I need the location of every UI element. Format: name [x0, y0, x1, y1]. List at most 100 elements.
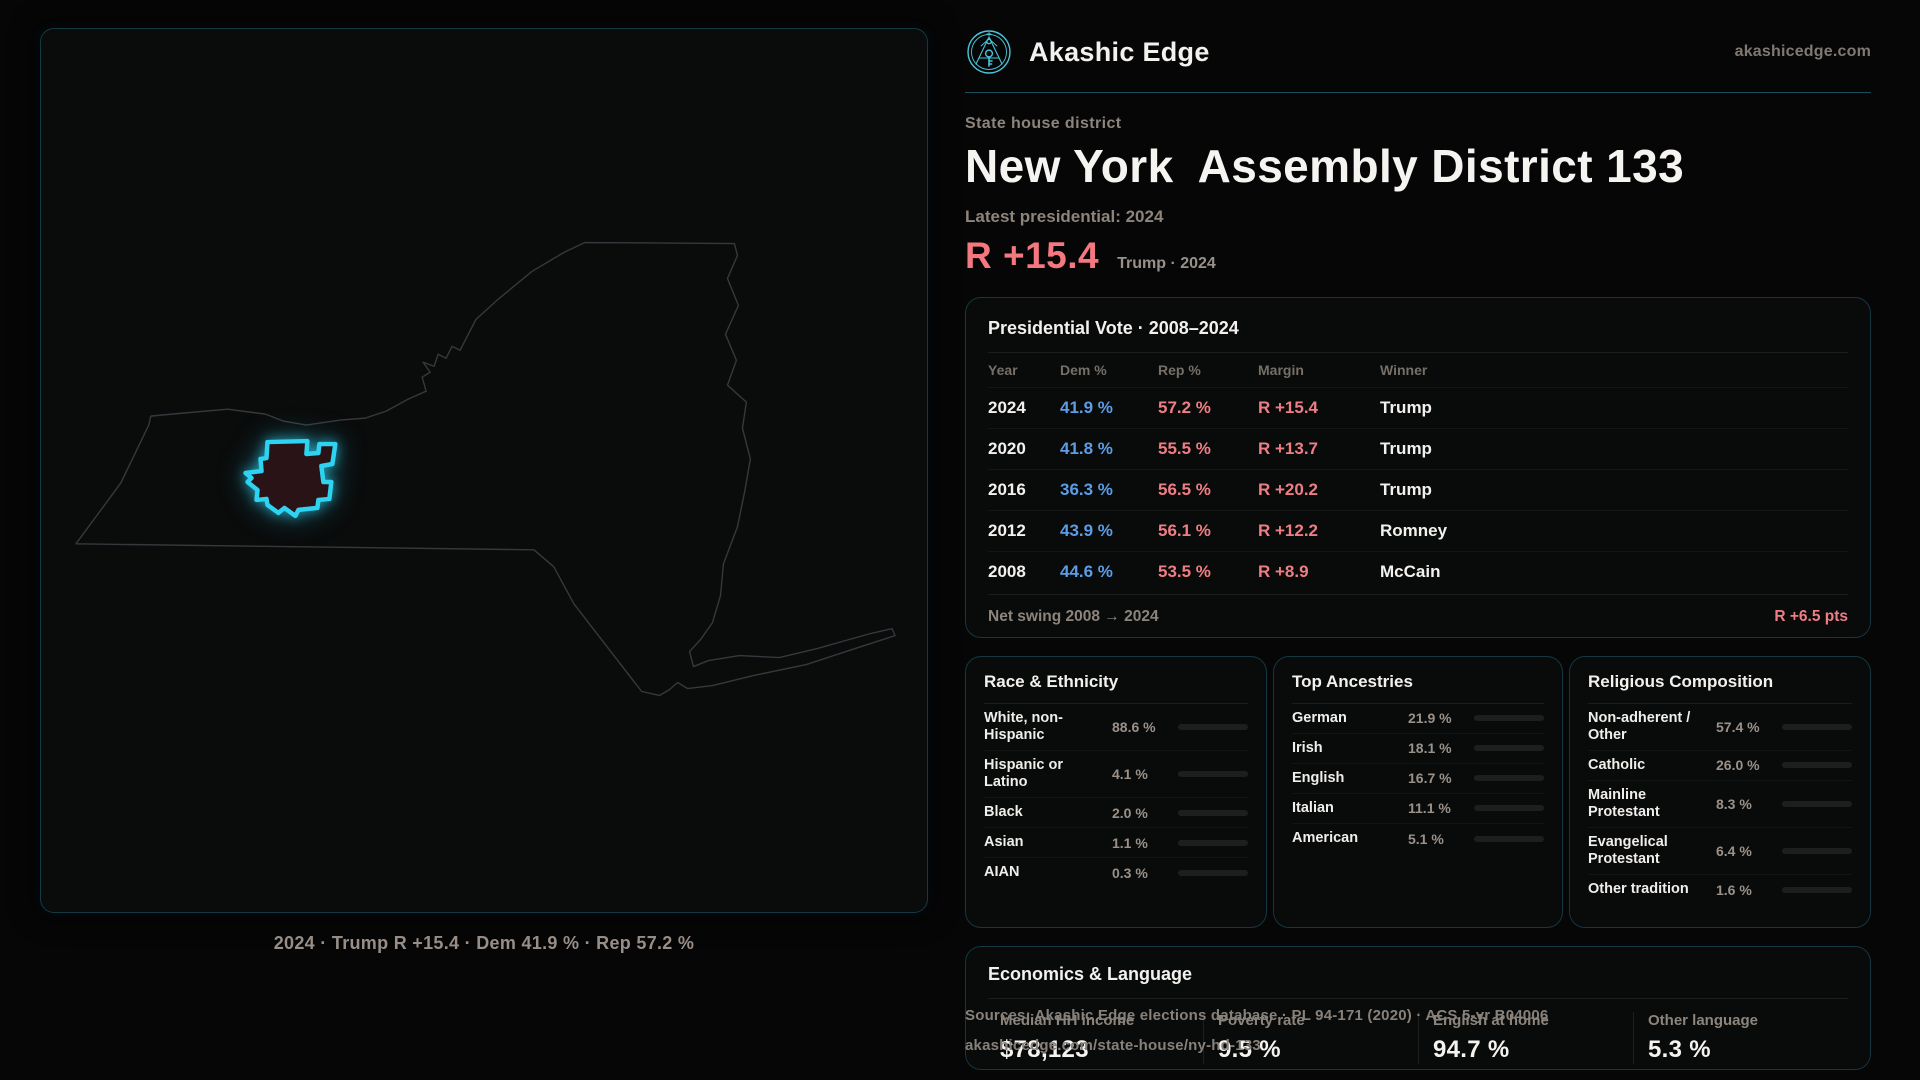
- item-bar: [1178, 869, 1248, 876]
- cell-year: 2012: [988, 520, 1026, 540]
- ny-state-outline: [75, 241, 896, 697]
- item-label: Mainline Protestant: [1588, 786, 1660, 820]
- economics-stats: Median HH income $78,123 Poverty rate 9.…: [988, 1011, 1848, 1064]
- item-value: 0.3 %: [1112, 864, 1148, 881]
- religion-title: Religious Composition: [1588, 672, 1852, 704]
- table-row: 2020 41.8 % 55.5 % R +13.7 Trump: [988, 427, 1848, 469]
- col-rep: Rep %: [1158, 361, 1201, 378]
- map-caption: 2024 · Trump R +15.4 · Dem 41.9 % · Rep …: [273, 933, 695, 953]
- item-label: Asian: [984, 834, 1024, 851]
- cell-margin: R +20.2: [1258, 479, 1319, 499]
- headline-margin-line: R +15.4 Trump · 2024: [965, 235, 1871, 277]
- race-ethnicity-card: Race & Ethnicity White, non-Hispanic 88.…: [965, 655, 1267, 928]
- cell-margin: R +12.2: [1258, 520, 1319, 540]
- cell-winner: Trump: [1380, 479, 1432, 499]
- col-year: Year: [988, 361, 1018, 378]
- cell-dem: 43.9 %: [1060, 520, 1113, 540]
- item-bar: [1178, 809, 1248, 816]
- table-row: 2024 41.9 % 57.2 % R +15.4 Trump: [988, 386, 1848, 428]
- presidential-vote-card: Presidential Vote · 2008–2024 Year Dem %…: [965, 296, 1871, 638]
- religion-card: Religious Composition Non-adherent / Oth…: [1569, 655, 1871, 928]
- net-swing-value: R +6.5 pts: [1774, 607, 1848, 625]
- item-bar: [1474, 715, 1544, 722]
- headline-margin-value: R +15.4: [965, 234, 1100, 276]
- brand-name: Akashic Edge: [1029, 36, 1210, 67]
- item-label: Italian: [1292, 799, 1334, 816]
- list-item: AIAN 0.3 %: [984, 858, 1248, 887]
- economics-title: Economics & Language: [988, 964, 1848, 999]
- headline-margin-context: Trump · 2024: [1117, 254, 1216, 272]
- cell-dem: 41.9 %: [1060, 397, 1113, 417]
- website-link[interactable]: akashicedge.com: [1734, 43, 1871, 60]
- list-item: Other tradition 1.6 %: [1588, 875, 1852, 904]
- list-item: Italian 11.1 %: [1292, 794, 1544, 824]
- cell-rep: 56.1 %: [1158, 520, 1211, 540]
- cell-dem: 36.3 %: [1060, 479, 1113, 499]
- item-bar: [1178, 770, 1248, 777]
- stat-median-income: Median HH income $78,123: [988, 1012, 1203, 1064]
- cell-margin: R +13.7: [1258, 438, 1319, 458]
- item-value: 4.1 %: [1112, 765, 1148, 782]
- item-label: English: [1292, 769, 1345, 786]
- item-label: German: [1292, 709, 1347, 726]
- table-row: 2012 43.9 % 56.1 % R +12.2 Romney: [988, 509, 1848, 551]
- stat-poverty-rate: Poverty rate 9.5 %: [1203, 1011, 1418, 1064]
- item-value: 1.6 %: [1716, 881, 1752, 898]
- list-item: Catholic 26.0 %: [1588, 751, 1852, 781]
- item-bar: [1474, 835, 1544, 842]
- list-item: Evangelical Protestant 6.4 %: [1588, 828, 1852, 876]
- item-label: White, non-Hispanic: [984, 709, 1063, 743]
- col-winner: Winner: [1380, 361, 1428, 378]
- list-item: Mainline Protestant 8.3 %: [1588, 781, 1852, 829]
- stat-label: Poverty rate: [1218, 1011, 1305, 1029]
- item-bar: [1178, 839, 1248, 846]
- list-item: Irish 18.1 %: [1292, 734, 1544, 764]
- ancestries-card: Top Ancestries German 21.9 % Irish 18.1 …: [1273, 655, 1563, 928]
- cell-winner: Romney: [1380, 520, 1448, 540]
- item-value: 8.3 %: [1716, 795, 1752, 812]
- sources-line: Sources: Akashic Edge elections database…: [965, 1007, 1549, 1024]
- item-value: 57.4 %: [1716, 718, 1760, 735]
- race-ethnicity-title: Race & Ethnicity: [984, 672, 1248, 704]
- item-value: 16.7 %: [1408, 770, 1452, 787]
- ancestries-title: Top Ancestries: [1292, 672, 1544, 704]
- item-value: 5.1 %: [1408, 830, 1444, 847]
- item-bar: [1782, 762, 1852, 769]
- item-bar: [1782, 800, 1852, 807]
- item-label: Irish: [1292, 739, 1323, 756]
- new-york-state-map: [75, 241, 896, 697]
- list-item: Hispanic or Latino 4.1 %: [984, 751, 1248, 798]
- net-swing-label: Net swing 2008 → 2024: [988, 607, 1159, 625]
- district-133-shape[interactable]: [243, 438, 338, 519]
- item-value: 6.4 %: [1716, 843, 1752, 860]
- title-seat: Assembly District 133: [1197, 140, 1685, 192]
- item-bar: [1474, 775, 1544, 782]
- item-value: 11.1 %: [1408, 800, 1451, 817]
- list-item: German 21.9 %: [1292, 704, 1544, 734]
- permalink-line[interactable]: akashicedge.com/state-house/ny-hd-133: [965, 1037, 1261, 1054]
- cell-rep: 53.5 %: [1158, 561, 1211, 581]
- cell-year: 2008: [988, 561, 1026, 581]
- list-item: Black 2.0 %: [984, 798, 1248, 829]
- brand-header: Akashic Edge akashicedge.com: [965, 0, 1871, 93]
- item-bar: [1782, 723, 1852, 730]
- cell-dem: 41.8 %: [1060, 438, 1113, 458]
- item-bar: [1474, 805, 1544, 812]
- list-item: White, non-Hispanic 88.6 %: [984, 704, 1248, 751]
- stat-label: Other language: [1648, 1011, 1759, 1029]
- item-label: Non-adherent / Other: [1588, 709, 1691, 743]
- map-section: 2024 · Trump R +15.4 · Dem 41.9 % · Rep …: [40, 28, 928, 954]
- source-footer: Sources: Akashic Edge elections database…: [965, 1001, 1548, 1061]
- item-value: 21.9 %: [1408, 710, 1452, 727]
- stat-other-language: Other language 5.3 %: [1633, 1011, 1848, 1064]
- item-bar: [1782, 886, 1852, 893]
- item-bar: [1178, 723, 1248, 730]
- item-value: 1.1 %: [1112, 834, 1148, 851]
- item-value: 18.1 %: [1408, 740, 1452, 757]
- stat-value: 9.5 %: [1218, 1035, 1281, 1063]
- stat-label: English at home: [1433, 1011, 1549, 1029]
- cell-margin: R +15.4: [1258, 397, 1319, 417]
- cell-dem: 44.6 %: [1060, 561, 1113, 581]
- item-label: Hispanic or Latino: [984, 756, 1063, 790]
